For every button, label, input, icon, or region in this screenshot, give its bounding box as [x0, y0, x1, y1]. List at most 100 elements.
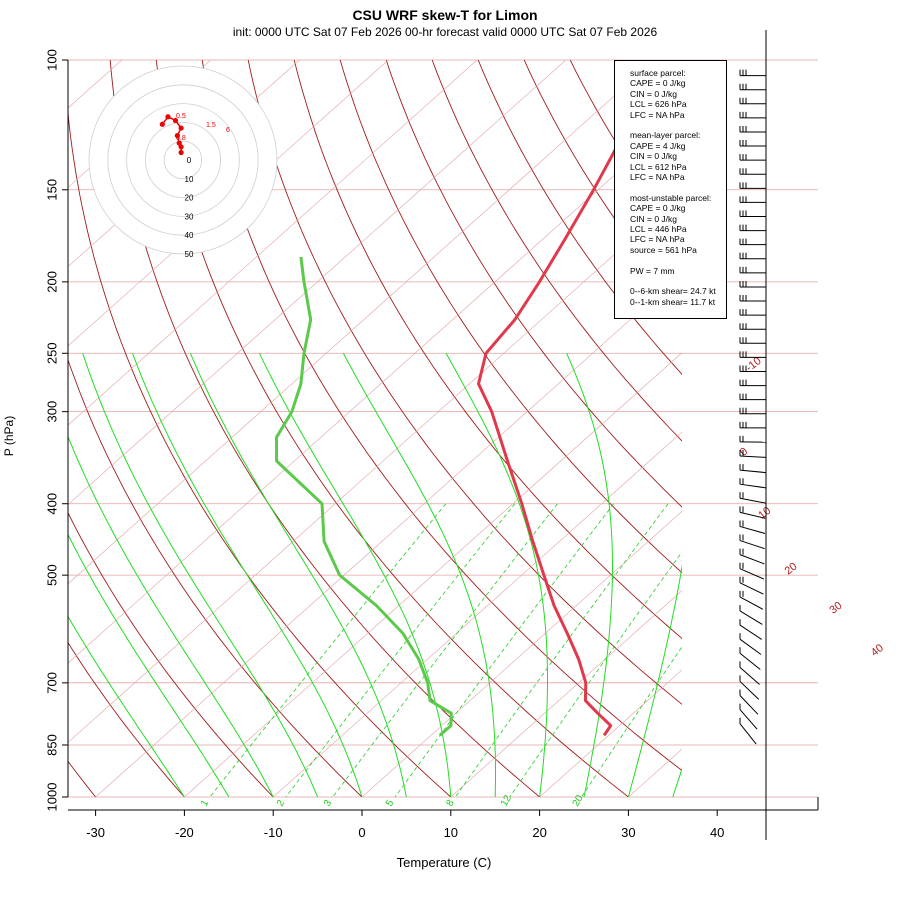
hodograph-point: [165, 114, 171, 120]
hodograph-point: [178, 149, 184, 156]
dry-adiabat: [800, 60, 900, 797]
wind-barb: [739, 681, 760, 700]
hodograph-point: [159, 121, 165, 127]
wind-barb: [739, 695, 759, 715]
y-tick-label: 100: [45, 49, 60, 71]
hodograph-point: [178, 125, 184, 131]
y-tick-label: 250: [45, 342, 60, 364]
parcel-info-box: surface parcel: CAPE = 0 J/kg CIN = 0 J/…: [614, 60, 727, 319]
dry-adiabat: [523, 60, 682, 308]
wind-barb: [739, 540, 765, 550]
x-tick-label: -20: [175, 825, 194, 840]
chart-title: CSU WRF skew-T for Limon: [352, 7, 538, 23]
x-axis-label: Temperature (C): [397, 855, 492, 870]
dry-adiabat: [708, 60, 900, 797]
moist-adiabat: [566, 353, 613, 797]
hodograph-ring-label: 30: [185, 212, 194, 221]
wind-barb: [739, 709, 758, 730]
isotherm-line: [450, 590, 682, 797]
hodograph-ring: [163, 140, 203, 180]
dry-adiabat: [68, 511, 274, 797]
moist-adiabat: [82, 353, 319, 797]
wind-barb: [739, 610, 763, 625]
dry-adiabats: [68, 60, 900, 797]
wind-barb: [739, 511, 766, 519]
dry-adiabat: [339, 60, 682, 574]
hodograph-height-label: 1.5: [206, 122, 216, 129]
y-axis-label: P (hPa): [2, 416, 16, 456]
dry-adiabat: [754, 60, 900, 797]
mixing-ratio-label: 5: [384, 798, 397, 809]
wind-barb: [739, 525, 766, 534]
hodograph-ring-label: 10: [185, 175, 194, 184]
most-unstable-parcel-block: most-unstable parcel: CAPE = 0 J/kg CIN …: [630, 193, 726, 255]
info-line: LFC = NA hPa: [630, 109, 685, 120]
info-line: LCL = 626 hPa: [630, 99, 687, 110]
wind-barbs: [739, 30, 767, 840]
info-line: LCL = 612 hPa: [630, 161, 687, 172]
info-line: most-unstable parcel:: [630, 192, 712, 203]
isotherm-line: [806, 60, 900, 797]
hodograph-height-label: 0.5: [176, 113, 186, 120]
wind-barb: [739, 554, 765, 565]
wind-barb: [739, 666, 760, 685]
shear-block: 0--6-km shear= 24.7 kt 0--1-km shear= 11…: [630, 286, 726, 307]
y-tick-label: 200: [45, 271, 60, 293]
hodograph-ring-label: 50: [185, 250, 194, 259]
wind-barb: [739, 596, 764, 610]
wind-barb: [739, 455, 766, 458]
wind-barb: [739, 723, 757, 745]
sounding-profiles: [275, 89, 649, 737]
info-line: 0--1-km shear= 11.7 kt: [630, 296, 716, 307]
isotherm-label: 30: [828, 600, 845, 617]
isotherm-line: [539, 669, 682, 797]
info-line: source = 561 hPa: [630, 244, 697, 255]
x-tick-label: 0: [358, 825, 365, 840]
hodograph-point: [172, 117, 179, 124]
mixing-ratio-line: [581, 646, 682, 797]
isotherm-line: [95, 273, 682, 797]
wind-barb: [739, 568, 765, 580]
mixing-ratio-label: 12: [499, 793, 514, 809]
mixing-ratio-label: 2: [275, 798, 288, 809]
x-tick-label: 10: [444, 825, 458, 840]
info-line: CAPE = 4 J/kg: [630, 140, 686, 151]
isotherm-label: 40: [869, 642, 886, 659]
info-line: CIN = 0 J/kg: [630, 213, 678, 224]
hodograph-ring-label: 20: [185, 194, 194, 203]
info-line: CAPE = 0 J/kg: [630, 78, 686, 89]
y-tick-label: 150: [45, 179, 60, 201]
moist-adiabat: [189, 353, 407, 797]
moist-adiabat: [258, 353, 452, 797]
isotherm-labels: -1001020304050: [738, 355, 886, 659]
isotherm-line: [68, 60, 478, 426]
hodograph-ring-label: 0: [187, 156, 192, 165]
hodograph-ring: [107, 84, 259, 236]
hodograph-point: [178, 144, 184, 150]
isotherm-line: [68, 60, 655, 585]
moist-adiabat: [68, 615, 185, 797]
info-line: LFC = NA hPa: [630, 234, 685, 245]
hodograph-height-label: 6: [226, 127, 230, 134]
info-line: 0--6-km shear= 24.7 kt: [630, 286, 716, 297]
moist-adiabat: [445, 353, 548, 797]
dry-adiabat: [477, 60, 682, 375]
x-tick-label: 40: [710, 825, 724, 840]
y-tick-label: 500: [45, 564, 60, 586]
wind-barb: [739, 652, 761, 670]
info-line: CIN = 0 J/kg: [630, 151, 678, 162]
y-tick-label: 850: [45, 734, 60, 756]
isotherm-label: 10: [756, 505, 773, 522]
precipitable-water: PW = 7 mm: [630, 265, 675, 276]
wind-barb: [739, 582, 764, 595]
mixing-ratio-label: 8: [444, 798, 457, 809]
moist-adiabat: [132, 353, 363, 797]
isotherm-line: [68, 193, 682, 743]
dewpoint-profile: [275, 256, 453, 737]
wind-barb: [739, 624, 762, 640]
mixing-ratio-labels: 1 2 3 5 8 12 20: [199, 793, 586, 809]
dry-adiabat: [293, 60, 682, 640]
info-line: mean-layer parcel:: [630, 130, 701, 141]
mixing-ratio-label: 3: [322, 798, 335, 809]
